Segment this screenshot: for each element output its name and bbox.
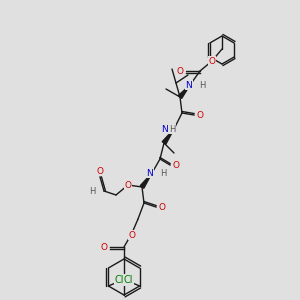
Text: H: H [169, 124, 175, 134]
Text: Cl: Cl [115, 275, 124, 285]
Text: O: O [97, 167, 104, 176]
Text: O: O [158, 202, 166, 211]
Text: N: N [185, 80, 192, 89]
Text: O: O [196, 110, 203, 119]
Text: O: O [176, 67, 184, 76]
Text: O: O [172, 160, 179, 169]
Text: H: H [199, 80, 206, 89]
Text: Cl: Cl [124, 275, 133, 285]
Polygon shape [162, 129, 174, 144]
Text: N: N [146, 169, 153, 178]
Text: O: O [124, 181, 131, 190]
Text: H: H [90, 187, 96, 196]
Text: N: N [161, 124, 168, 134]
Text: O: O [208, 56, 215, 65]
Text: H: H [160, 169, 166, 178]
Text: O: O [128, 230, 136, 239]
Text: O: O [100, 242, 107, 251]
Polygon shape [140, 173, 152, 188]
Polygon shape [178, 85, 190, 98]
